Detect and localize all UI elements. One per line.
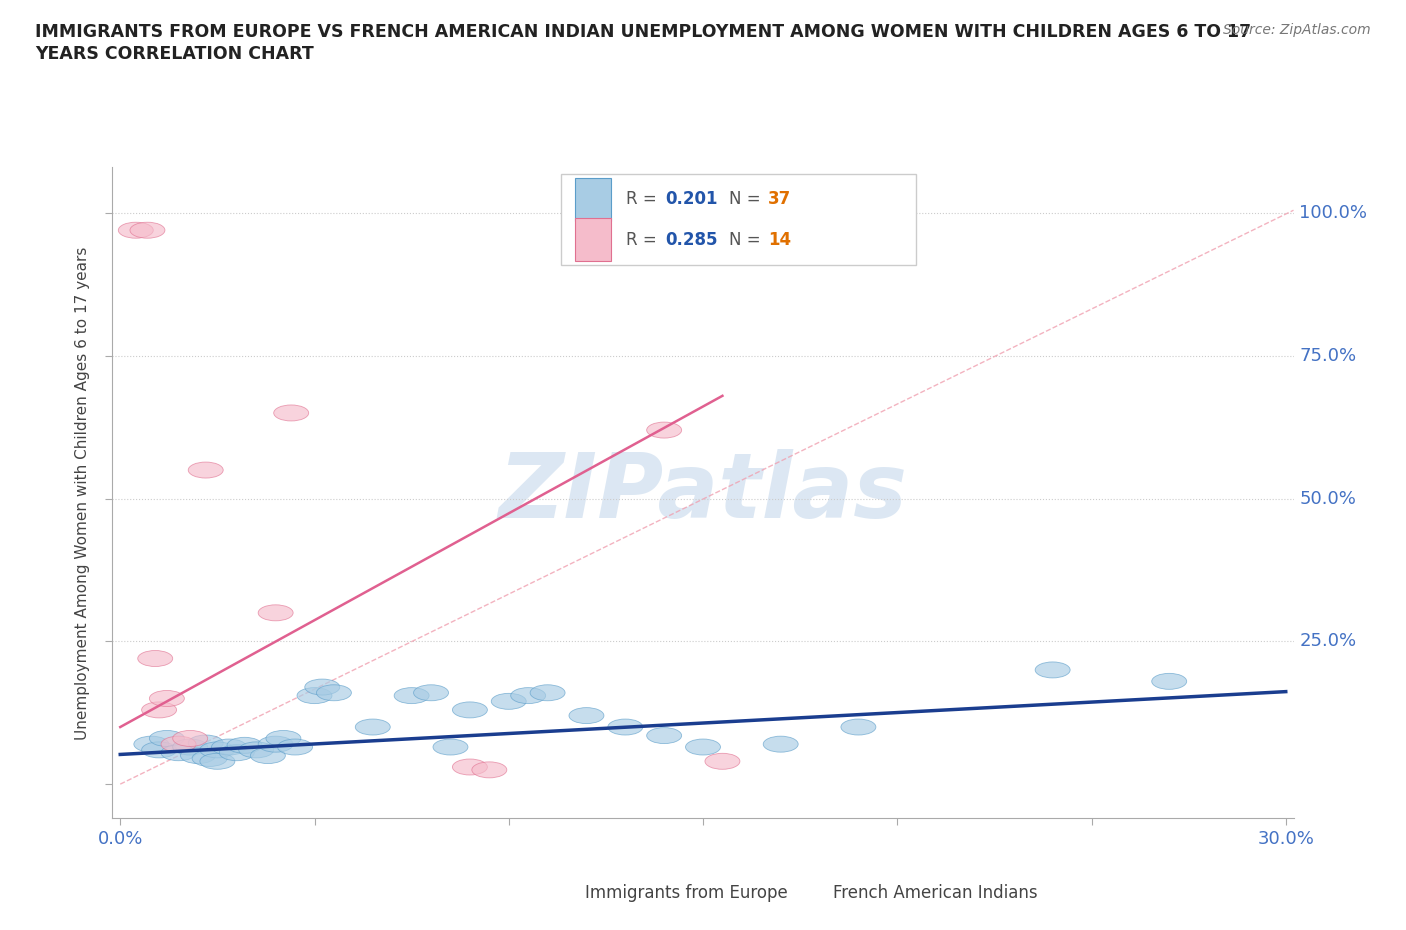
Ellipse shape — [193, 751, 228, 766]
Ellipse shape — [1035, 662, 1070, 678]
Ellipse shape — [142, 742, 177, 758]
Ellipse shape — [297, 687, 332, 704]
Text: ZIPatlas: ZIPatlas — [499, 449, 907, 537]
Ellipse shape — [607, 719, 643, 735]
Text: Source: ZipAtlas.com: Source: ZipAtlas.com — [1223, 23, 1371, 37]
Text: R =: R = — [626, 231, 662, 248]
Ellipse shape — [647, 727, 682, 744]
Ellipse shape — [259, 604, 292, 621]
FancyBboxPatch shape — [796, 880, 825, 906]
Ellipse shape — [305, 679, 340, 695]
Text: 75.0%: 75.0% — [1299, 347, 1357, 365]
Text: 37: 37 — [768, 191, 792, 208]
Ellipse shape — [491, 694, 526, 710]
Ellipse shape — [162, 745, 195, 761]
Ellipse shape — [250, 748, 285, 764]
Text: N =: N = — [728, 231, 766, 248]
Ellipse shape — [134, 737, 169, 752]
Ellipse shape — [704, 753, 740, 769]
Ellipse shape — [228, 737, 262, 753]
Ellipse shape — [686, 739, 720, 755]
Ellipse shape — [433, 739, 468, 755]
Ellipse shape — [394, 687, 429, 704]
Text: R =: R = — [626, 191, 662, 208]
Text: YEARS CORRELATION CHART: YEARS CORRELATION CHART — [35, 45, 314, 62]
Ellipse shape — [510, 687, 546, 704]
Ellipse shape — [200, 753, 235, 769]
Text: French American Indians: French American Indians — [832, 884, 1038, 902]
Ellipse shape — [219, 745, 254, 761]
Text: 14: 14 — [768, 231, 792, 248]
Text: 0.201: 0.201 — [665, 191, 717, 208]
Ellipse shape — [530, 684, 565, 701]
Ellipse shape — [149, 690, 184, 707]
Text: 50.0%: 50.0% — [1299, 489, 1357, 508]
Text: 25.0%: 25.0% — [1299, 632, 1357, 650]
FancyBboxPatch shape — [561, 174, 915, 265]
Ellipse shape — [453, 702, 488, 718]
Ellipse shape — [129, 222, 165, 238]
Ellipse shape — [277, 739, 312, 755]
Ellipse shape — [569, 708, 605, 724]
Ellipse shape — [142, 702, 177, 718]
Ellipse shape — [173, 739, 208, 755]
Text: 0.285: 0.285 — [665, 231, 717, 248]
Text: IMMIGRANTS FROM EUROPE VS FRENCH AMERICAN INDIAN UNEMPLOYMENT AMONG WOMEN WITH C: IMMIGRANTS FROM EUROPE VS FRENCH AMERICA… — [35, 23, 1251, 41]
Ellipse shape — [188, 735, 224, 751]
Text: Immigrants from Europe: Immigrants from Europe — [585, 884, 787, 902]
Ellipse shape — [647, 422, 682, 438]
Text: 100.0%: 100.0% — [1299, 204, 1368, 222]
Ellipse shape — [1152, 673, 1187, 689]
Ellipse shape — [239, 742, 274, 758]
Ellipse shape — [259, 737, 292, 752]
Ellipse shape — [162, 737, 195, 752]
FancyBboxPatch shape — [575, 219, 610, 260]
Ellipse shape — [841, 719, 876, 735]
FancyBboxPatch shape — [544, 880, 574, 906]
Ellipse shape — [200, 742, 235, 758]
Y-axis label: Unemployment Among Women with Children Ages 6 to 17 years: Unemployment Among Women with Children A… — [75, 246, 90, 739]
Ellipse shape — [173, 730, 208, 747]
Ellipse shape — [149, 730, 184, 747]
Ellipse shape — [453, 759, 488, 775]
FancyBboxPatch shape — [575, 179, 610, 220]
Text: N =: N = — [728, 191, 766, 208]
Ellipse shape — [180, 748, 215, 764]
Ellipse shape — [138, 650, 173, 667]
Ellipse shape — [413, 684, 449, 701]
Ellipse shape — [316, 684, 352, 701]
Ellipse shape — [211, 739, 246, 755]
Ellipse shape — [266, 730, 301, 747]
Ellipse shape — [274, 405, 309, 421]
Ellipse shape — [118, 222, 153, 238]
Ellipse shape — [188, 462, 224, 478]
Ellipse shape — [763, 737, 799, 752]
Ellipse shape — [472, 762, 506, 777]
Ellipse shape — [356, 719, 391, 735]
